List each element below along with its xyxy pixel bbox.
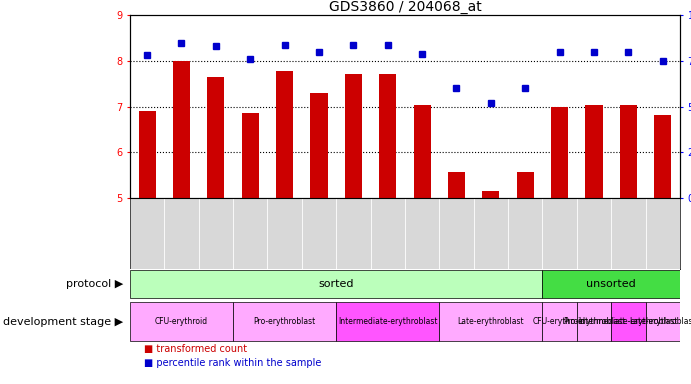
Bar <box>130 270 542 298</box>
Bar <box>611 302 645 341</box>
Text: unsorted: unsorted <box>587 279 636 289</box>
Bar <box>439 302 542 341</box>
Text: Late-erythroblast: Late-erythroblast <box>457 317 524 326</box>
Text: development stage ▶: development stage ▶ <box>3 316 123 327</box>
Bar <box>585 105 603 198</box>
Text: protocol ▶: protocol ▶ <box>66 279 123 289</box>
Bar <box>138 111 155 198</box>
Text: ■ percentile rank within the sample: ■ percentile rank within the sample <box>144 358 321 368</box>
Bar <box>645 302 680 341</box>
Text: Pro-erythroblast: Pro-erythroblast <box>563 317 625 326</box>
Title: GDS3860 / 204068_at: GDS3860 / 204068_at <box>328 0 482 14</box>
Text: Late-erythroblast: Late-erythroblast <box>630 317 691 326</box>
Bar <box>242 113 259 198</box>
Bar <box>207 77 225 198</box>
Bar <box>345 74 362 198</box>
Bar <box>620 105 637 198</box>
Text: Intermediate-erythroblast: Intermediate-erythroblast <box>578 317 678 326</box>
Text: CFU-erythroid: CFU-erythroid <box>533 317 586 326</box>
Text: CFU-erythroid: CFU-erythroid <box>155 317 208 326</box>
Bar <box>551 108 568 198</box>
Bar <box>413 105 430 198</box>
Bar <box>310 93 328 198</box>
Bar <box>542 302 577 341</box>
Bar <box>379 74 397 198</box>
Bar <box>233 302 336 341</box>
Bar <box>336 302 439 341</box>
Bar <box>577 302 611 341</box>
Bar <box>654 115 672 198</box>
Bar <box>448 172 465 198</box>
Text: sorted: sorted <box>319 279 354 289</box>
Text: ■ transformed count: ■ transformed count <box>144 344 247 354</box>
Bar <box>276 71 293 198</box>
Bar <box>173 61 190 198</box>
Bar <box>517 172 534 198</box>
Bar <box>482 191 500 198</box>
Bar <box>542 270 680 298</box>
Text: Pro-erythroblast: Pro-erythroblast <box>254 317 316 326</box>
Text: Intermediate-erythroblast: Intermediate-erythroblast <box>338 317 437 326</box>
Bar <box>130 302 233 341</box>
